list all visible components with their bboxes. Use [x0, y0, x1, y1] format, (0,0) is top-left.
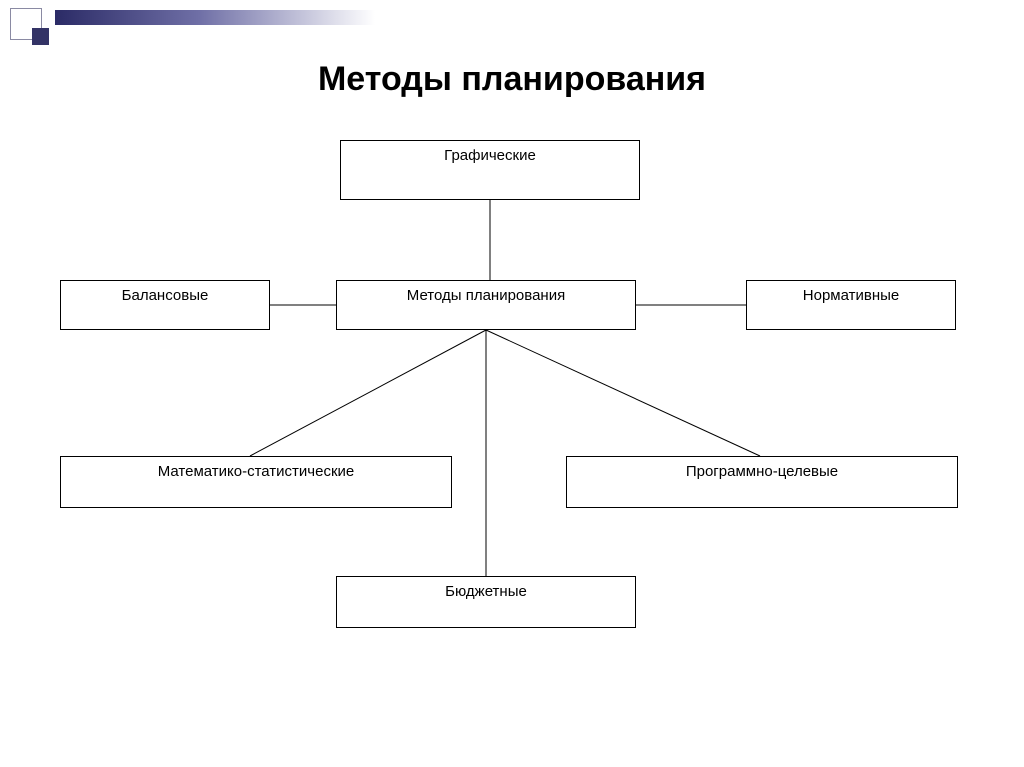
node-mathstat: Математико-статистические [60, 456, 452, 508]
node-budget: Бюджетные [336, 576, 636, 628]
node-normative: Нормативные [746, 280, 956, 330]
corner-square-small [32, 28, 49, 45]
node-program: Программно-целевые [566, 456, 958, 508]
slide-corner-decoration [0, 0, 380, 40]
node-balance: Балансовые [60, 280, 270, 330]
node-center: Методы планирования [336, 280, 636, 330]
diagram-edges [0, 0, 1024, 767]
node-graphic: Графические [340, 140, 640, 200]
page-title: Методы планирования [0, 60, 1024, 99]
corner-gradient [55, 10, 375, 25]
